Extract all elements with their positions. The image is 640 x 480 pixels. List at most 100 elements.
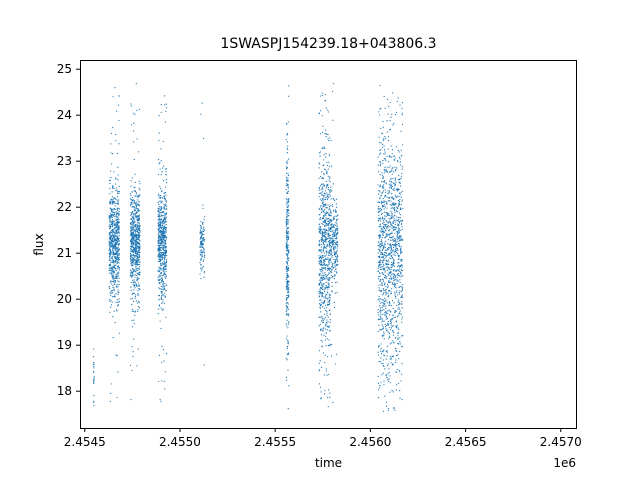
data-point xyxy=(388,187,391,189)
data-point xyxy=(394,250,396,252)
data-point xyxy=(161,171,163,173)
data-point xyxy=(388,192,390,194)
data-point xyxy=(401,269,403,272)
data-point xyxy=(117,247,119,249)
data-point xyxy=(285,229,288,232)
data-point xyxy=(385,252,388,254)
data-point xyxy=(137,252,139,254)
data-point xyxy=(324,205,326,207)
data-point xyxy=(286,280,289,283)
data-point xyxy=(286,306,289,309)
data-point xyxy=(397,274,400,276)
data-point xyxy=(161,254,164,256)
data-point xyxy=(109,221,111,223)
data-point xyxy=(160,202,162,204)
data-point xyxy=(397,264,400,266)
data-point xyxy=(132,252,134,254)
data-point xyxy=(92,365,95,368)
data-point xyxy=(335,203,338,205)
data-point xyxy=(136,275,138,277)
data-point xyxy=(390,320,392,322)
data-point xyxy=(162,238,164,240)
data-point xyxy=(324,198,326,201)
data-point xyxy=(109,218,111,220)
data-point xyxy=(400,258,402,261)
data-point xyxy=(118,215,120,217)
data-point xyxy=(382,162,384,164)
data-point xyxy=(161,262,163,264)
data-point xyxy=(397,230,399,232)
data-point xyxy=(397,97,399,99)
data-point xyxy=(379,275,381,277)
data-point xyxy=(397,224,400,226)
data-point xyxy=(318,325,320,327)
data-point xyxy=(318,113,320,115)
data-point xyxy=(394,113,397,116)
data-point xyxy=(327,304,329,306)
data-point xyxy=(286,230,288,233)
data-point xyxy=(331,239,333,241)
data-point xyxy=(391,274,393,276)
data-point xyxy=(385,286,387,288)
data-point xyxy=(118,259,120,261)
data-point xyxy=(160,259,162,261)
data-point xyxy=(393,206,395,209)
data-point xyxy=(139,271,141,274)
data-point xyxy=(115,215,117,217)
x-tick-label: 2.4550 xyxy=(159,435,201,449)
data-point xyxy=(318,152,321,154)
data-point xyxy=(325,229,328,231)
data-point xyxy=(319,306,321,308)
data-point xyxy=(382,120,384,123)
data-point xyxy=(395,241,397,243)
data-point xyxy=(396,274,398,276)
data-point xyxy=(287,158,290,160)
data-point xyxy=(321,197,323,200)
data-point xyxy=(130,248,132,250)
data-point xyxy=(287,303,289,305)
data-point xyxy=(162,283,165,285)
data-point xyxy=(111,198,113,200)
data-point xyxy=(115,139,117,142)
data-point xyxy=(384,169,386,171)
data-point xyxy=(391,319,393,321)
data-point xyxy=(385,289,387,291)
data-point xyxy=(287,121,289,123)
data-point xyxy=(379,268,381,270)
data-point xyxy=(388,246,390,248)
x-axis-ticks: 2.4545 2.4550 2.4555 2.4560 2.4565 2.4570 xyxy=(64,428,582,449)
data-point xyxy=(401,346,403,348)
data-point xyxy=(113,233,116,235)
data-point xyxy=(286,263,289,265)
data-point xyxy=(319,268,321,271)
data-point xyxy=(379,247,381,249)
data-point xyxy=(335,211,338,213)
data-point xyxy=(395,371,397,373)
y-tick-label: 20 xyxy=(57,292,72,306)
data-point xyxy=(93,380,95,383)
data-point xyxy=(393,155,395,157)
data-point xyxy=(383,218,385,220)
data-point xyxy=(391,325,393,327)
data-point xyxy=(286,319,288,321)
data-point xyxy=(323,184,325,187)
data-point xyxy=(318,187,320,189)
data-point xyxy=(135,251,137,253)
data-point xyxy=(398,301,400,304)
data-point xyxy=(381,252,384,254)
data-point xyxy=(378,234,381,236)
data-point xyxy=(322,330,324,332)
data-point xyxy=(400,196,402,198)
data-point xyxy=(109,254,112,256)
data-point xyxy=(134,113,136,116)
data-point xyxy=(157,195,159,197)
data-point xyxy=(387,139,390,142)
data-point xyxy=(161,167,164,169)
data-point xyxy=(131,274,134,276)
data-point xyxy=(381,228,383,230)
data-point xyxy=(324,221,327,223)
data-point xyxy=(159,282,161,285)
data-point xyxy=(330,139,332,142)
data-point xyxy=(110,272,112,274)
data-point xyxy=(160,242,162,244)
